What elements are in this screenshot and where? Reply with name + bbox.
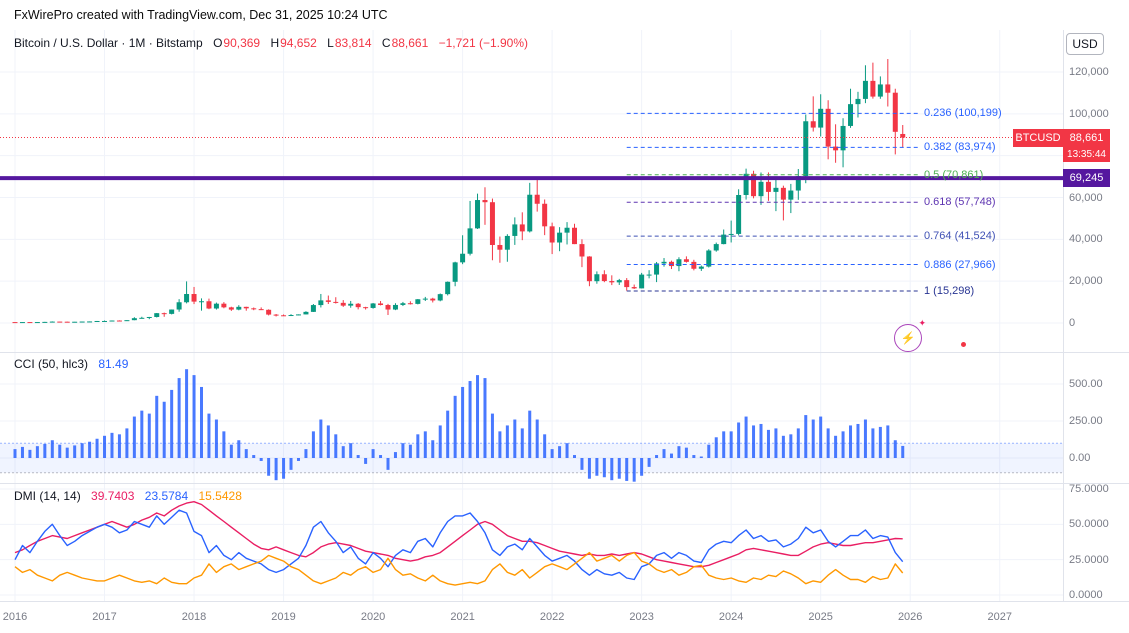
ohlc-close-label: C [381, 36, 391, 50]
magic-ai-icon[interactable]: ⚡ ✦ [894, 319, 926, 352]
symbol-title[interactable]: Bitcoin / U.S. Dollar · 1M · Bitstamp [14, 36, 203, 50]
ohlc-high-value: 94,652 [280, 36, 317, 50]
header: FxWirePro created with TradingView.com, … [14, 8, 388, 22]
level-price-badge: 69,245 [1063, 169, 1110, 187]
lightning-icon: ⚡ [900, 331, 916, 345]
ohlc-close-value: 88,661 [391, 36, 429, 50]
symbol-badge: BTCUSD [1013, 129, 1063, 147]
ohlc-open-value: 90,369 [223, 36, 261, 50]
bar-countdown-badge: 13:35:44 [1063, 147, 1110, 162]
price-marker-dot [961, 342, 966, 347]
dmi-legend[interactable]: DMI (14, 14) 39.7403 23.5784 15.5428 [14, 489, 242, 503]
ohlc-low-value: 83,814 [334, 36, 372, 50]
cci-value: 81.49 [98, 357, 129, 371]
cci-legend[interactable]: CCI (50, hlc3) 81.49 [14, 357, 128, 371]
ohlc-low-label: L [327, 36, 334, 50]
ohlc-change: −1,721 (−1.90%) [438, 36, 529, 50]
dmi-plus-di-value: 23.5784 [144, 489, 189, 503]
ohlc-open-label: O [213, 36, 223, 50]
ohlc-high-label: H [270, 36, 280, 50]
sparkle-icon: ✦ [918, 318, 926, 328]
symbol-legend[interactable]: Bitcoin / U.S. Dollar · 1M · Bitstamp O9… [14, 36, 528, 50]
dmi-title[interactable]: DMI (14, 14) [14, 489, 81, 503]
currency-usd-button[interactable]: USD [1066, 33, 1104, 55]
last-price-badge: 88,661 [1063, 129, 1110, 147]
cci-title[interactable]: CCI (50, hlc3) [14, 357, 89, 371]
dmi-adx-value: 39.7403 [91, 489, 135, 503]
dmi-minus-di-value: 15.5428 [198, 489, 242, 503]
attribution-text: FxWirePro created with TradingView.com, … [14, 8, 388, 22]
